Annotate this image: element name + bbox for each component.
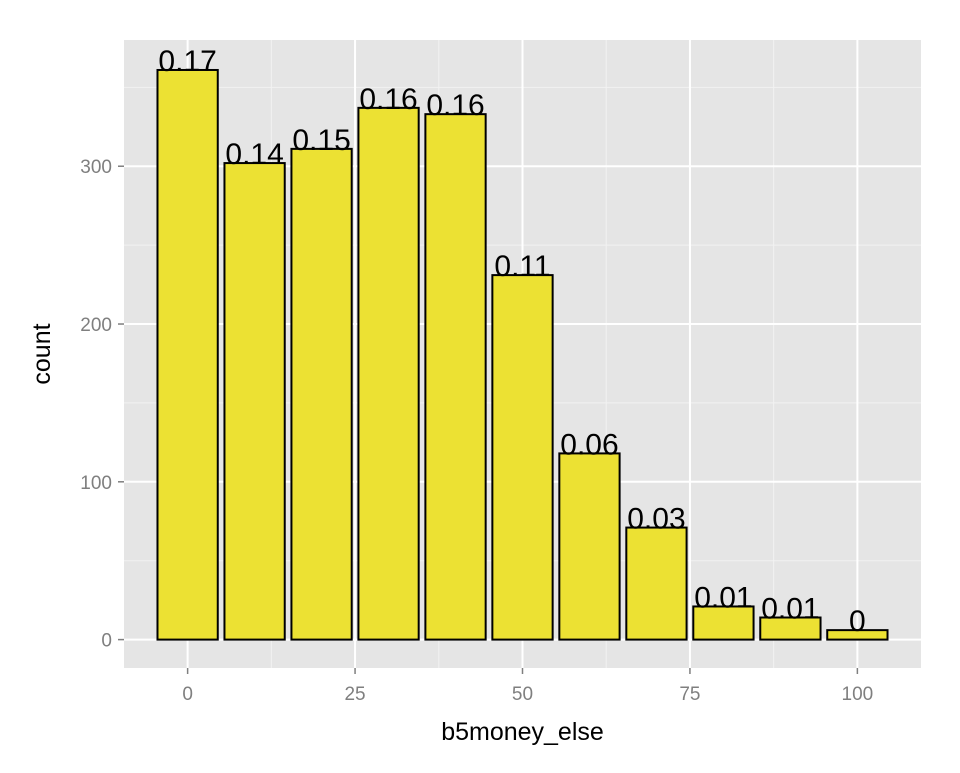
y-tick-label: 200: [80, 315, 112, 336]
x-tick-label: 0: [182, 684, 193, 705]
x-tick-label: 25: [344, 684, 365, 705]
bar: [290, 147, 353, 641]
data-labels: 0.17 0.14 0.15 0.16 0.16 0.11 0.06 0.03 0.01 0.01…: [158, 45, 865, 638]
bar-data-label: 0.16: [426, 89, 484, 122]
bar-data-label: 0.11: [494, 250, 550, 283]
bars: [156, 68, 889, 641]
x-tick-label: 75: [679, 684, 700, 705]
x-tick-label: 100: [842, 684, 874, 705]
bar: [156, 68, 219, 641]
bar: [692, 605, 755, 641]
bar-data-label: 0.01: [694, 581, 752, 614]
bar: [491, 274, 554, 641]
y-tick-label: 100: [80, 473, 112, 494]
bar: [826, 629, 889, 641]
x-axis-ticks: 0 25 50 75 100: [182, 668, 873, 705]
bar-data-label: 0.17: [158, 45, 216, 78]
bar-data-label: 0.01: [761, 593, 819, 626]
y-tick-label: 0: [101, 631, 112, 652]
bar: [759, 616, 822, 641]
x-axis-title: b5money_else: [441, 718, 604, 746]
bar: [558, 452, 621, 641]
bar-data-label: 0.06: [560, 428, 618, 461]
y-axis-ticks: 0 100 200 300: [80, 157, 124, 652]
bar: [223, 162, 286, 641]
bar-data-label: 0.14: [225, 138, 283, 171]
bar: [424, 113, 487, 641]
x-tick-label: 50: [512, 684, 533, 705]
bar: [625, 526, 688, 641]
y-axis-title: count: [28, 323, 56, 384]
bar: [357, 106, 420, 641]
bar-data-label: 0: [849, 605, 866, 638]
bar-data-label: 0.03: [627, 503, 685, 536]
y-tick-label: 300: [80, 157, 112, 178]
bar-data-label: 0.15: [292, 124, 350, 157]
bar-data-label: 0.16: [359, 83, 417, 116]
